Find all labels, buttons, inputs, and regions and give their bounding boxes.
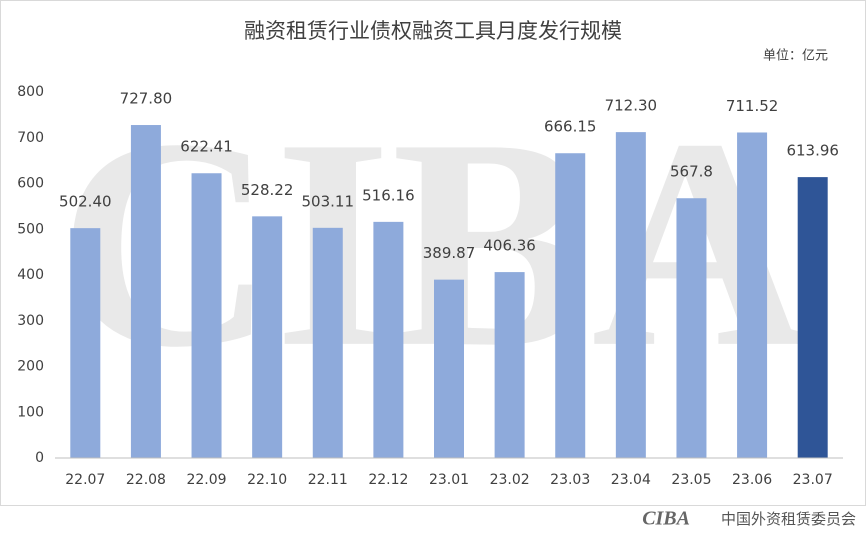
- bar: [312, 227, 343, 458]
- value-label: 727.80: [120, 90, 173, 108]
- x-tick-label: 23.05: [671, 472, 711, 488]
- x-tick-label: 22.07: [65, 472, 105, 488]
- y-tick-label: 500: [17, 221, 44, 237]
- x-tick-label: 23.06: [732, 472, 772, 488]
- x-tick-label: 22.11: [308, 472, 348, 488]
- x-tick-label: 23.02: [490, 472, 530, 488]
- x-tick-label: 22.09: [186, 472, 226, 488]
- x-tick-label: 23.04: [611, 472, 651, 488]
- value-label: 613.96: [786, 142, 839, 160]
- bar: [737, 132, 768, 458]
- value-label: 666.15: [544, 118, 597, 136]
- bar: [252, 216, 283, 458]
- y-tick-label: 100: [17, 404, 44, 420]
- value-label: 528.22: [241, 181, 294, 199]
- value-label: 711.52: [726, 97, 779, 115]
- x-tick-label: 23.01: [429, 472, 469, 488]
- x-tick-label: 22.10: [247, 472, 287, 488]
- value-label: 516.16: [362, 186, 415, 204]
- value-label: 502.40: [59, 193, 112, 211]
- value-label: 622.41: [180, 138, 233, 156]
- bar: [70, 228, 101, 458]
- footer-logo: CIBA: [642, 508, 690, 530]
- value-label: 503.11: [302, 192, 355, 210]
- chart-title: 融资租赁行业债权融资工具月度发行规模: [244, 19, 622, 43]
- x-tick-label: 22.08: [126, 472, 166, 488]
- value-label: 389.87: [423, 244, 476, 262]
- x-tick-label: 23.03: [550, 472, 590, 488]
- bar: [494, 272, 525, 458]
- value-label: 567.8: [670, 163, 713, 181]
- y-tick-label: 200: [17, 359, 44, 375]
- footer: 中国外资租赁委员会: [721, 510, 856, 528]
- bar: [373, 221, 404, 458]
- bar: [797, 177, 828, 459]
- y-tick-label: 400: [17, 267, 44, 283]
- value-label: 712.30: [605, 97, 658, 115]
- x-tick-label: 22.12: [368, 472, 408, 488]
- bar: [191, 173, 222, 458]
- bar: [130, 125, 161, 459]
- bar: [615, 132, 646, 459]
- bar: [555, 153, 586, 458]
- y-tick-label: 600: [17, 176, 44, 192]
- bar: [676, 198, 707, 458]
- value-label: 406.36: [483, 237, 536, 255]
- bar: [434, 279, 464, 458]
- y-tick-label: 700: [17, 130, 44, 146]
- unit-label: 单位：亿元: [763, 49, 828, 64]
- x-tick-label: 23.07: [793, 472, 833, 488]
- y-tick-label: 300: [17, 313, 44, 329]
- y-tick-label: 0: [35, 450, 44, 466]
- y-tick-label: 800: [17, 84, 44, 100]
